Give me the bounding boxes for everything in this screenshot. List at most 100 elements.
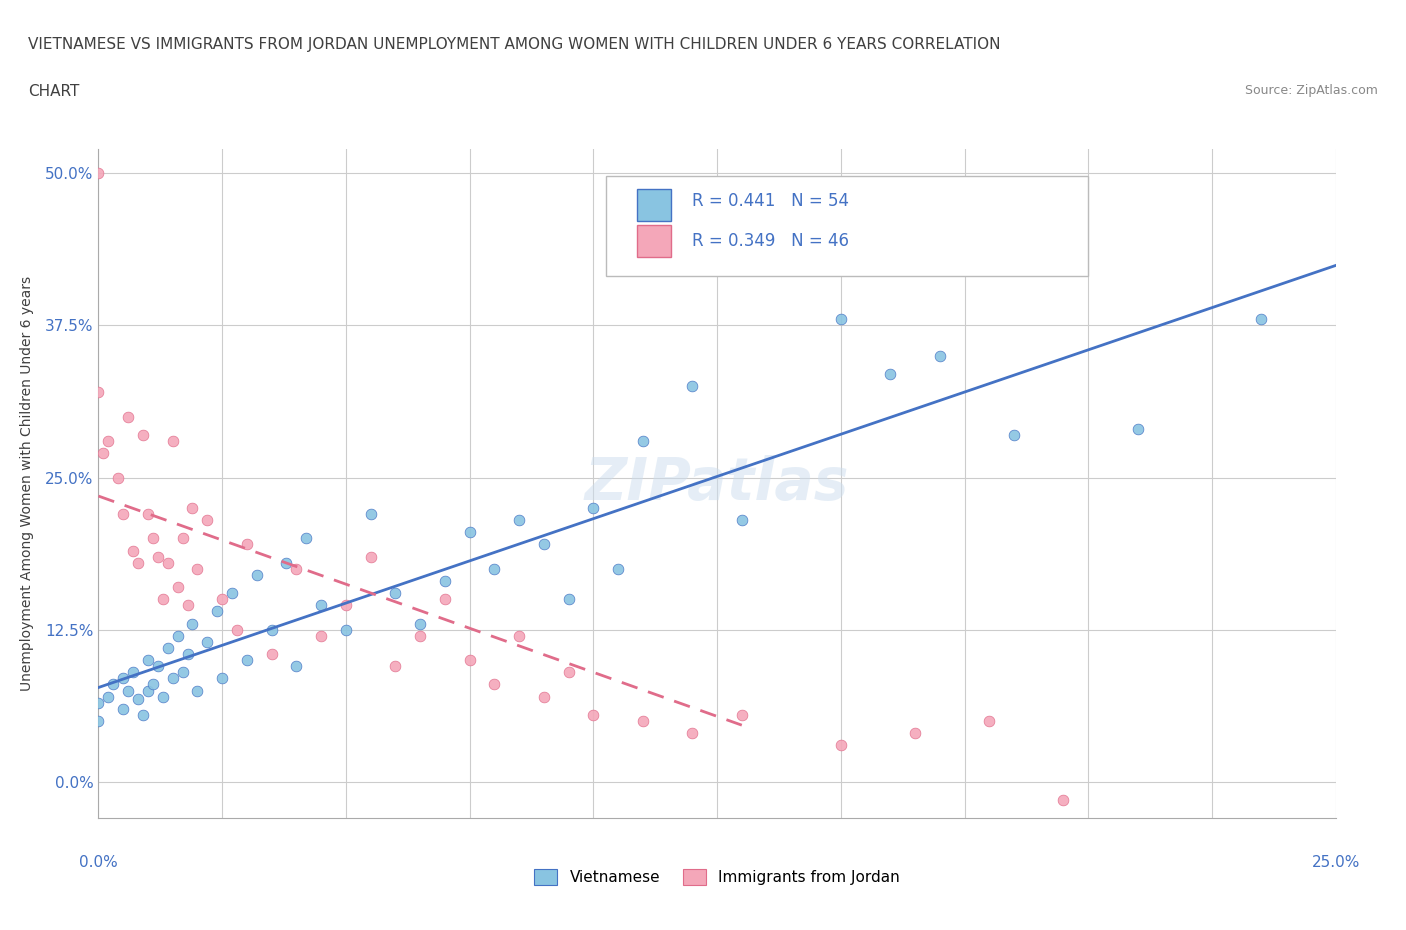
Point [533, 689, 555, 704]
Point [221, 586, 243, 601]
Point [979, 713, 1001, 728]
Point [582, 708, 605, 723]
Point [162, 671, 184, 685]
Point [195, 512, 218, 527]
Point [1002, 428, 1025, 443]
Point [508, 629, 530, 644]
Point [122, 665, 145, 680]
Point [122, 543, 145, 558]
Point [409, 617, 432, 631]
Point [508, 512, 530, 527]
Point [156, 555, 179, 570]
Point [458, 653, 481, 668]
Point [152, 591, 174, 606]
Point [830, 737, 852, 752]
Point [731, 512, 754, 527]
Point [631, 433, 654, 448]
Point [681, 725, 703, 740]
Text: R = 0.349   N = 46: R = 0.349 N = 46 [692, 232, 849, 250]
Point [409, 629, 432, 644]
Point [1126, 421, 1149, 436]
Point [87, 696, 110, 711]
Point [309, 598, 332, 613]
Point [97, 433, 120, 448]
Point [830, 312, 852, 326]
Point [136, 653, 159, 668]
Point [112, 701, 135, 716]
Point [260, 646, 283, 661]
Point [132, 428, 155, 443]
Point [205, 604, 228, 618]
Point [136, 684, 159, 698]
Point [236, 653, 259, 668]
Point [186, 562, 208, 577]
Point [384, 658, 406, 673]
Point [186, 684, 208, 698]
Point [295, 531, 318, 546]
Point [557, 665, 579, 680]
Text: ZIPatlas: ZIPatlas [585, 455, 849, 512]
Point [557, 591, 579, 606]
Point [142, 531, 165, 546]
Point [433, 591, 456, 606]
FancyBboxPatch shape [637, 225, 671, 258]
Point [631, 713, 654, 728]
Point [166, 629, 188, 644]
Point [681, 379, 703, 393]
Point [136, 507, 159, 522]
Point [87, 713, 110, 728]
Point [260, 622, 283, 637]
Point [226, 622, 249, 637]
Point [484, 562, 506, 577]
Point [152, 689, 174, 704]
Point [127, 555, 149, 570]
Point [127, 692, 149, 707]
Y-axis label: Unemployment Among Women with Children Under 6 years: Unemployment Among Women with Children U… [20, 276, 34, 691]
Point [384, 586, 406, 601]
Point [309, 629, 332, 644]
Point [87, 385, 110, 400]
Point [112, 671, 135, 685]
Point [142, 677, 165, 692]
Point [285, 562, 308, 577]
Point [146, 658, 169, 673]
Point [156, 641, 179, 656]
Point [117, 684, 139, 698]
Text: R = 0.441   N = 54: R = 0.441 N = 54 [692, 192, 849, 210]
Point [484, 677, 506, 692]
Point [181, 500, 204, 515]
FancyBboxPatch shape [606, 176, 1088, 276]
Point [87, 166, 110, 180]
Point [360, 507, 382, 522]
Text: Source: ZipAtlas.com: Source: ZipAtlas.com [1244, 84, 1378, 97]
Point [533, 537, 555, 551]
Point [928, 349, 950, 364]
Legend: Vietnamese, Immigrants from Jordan: Vietnamese, Immigrants from Jordan [529, 863, 905, 891]
Point [276, 555, 298, 570]
Point [176, 646, 198, 661]
Point [146, 550, 169, 565]
Point [1052, 792, 1074, 807]
Point [112, 507, 135, 522]
Text: 25.0%: 25.0% [1312, 855, 1360, 870]
Point [176, 598, 198, 613]
Point [582, 500, 605, 515]
Point [172, 665, 194, 680]
Point [93, 445, 115, 460]
Text: VIETNAMESE VS IMMIGRANTS FROM JORDAN UNEMPLOYMENT AMONG WOMEN WITH CHILDREN UNDE: VIETNAMESE VS IMMIGRANTS FROM JORDAN UNE… [28, 37, 1001, 52]
Point [117, 409, 139, 424]
Point [195, 634, 218, 649]
Point [103, 677, 125, 692]
Point [107, 470, 129, 485]
Point [879, 366, 901, 381]
Point [335, 598, 357, 613]
Point [236, 537, 259, 551]
Point [172, 531, 194, 546]
Point [211, 591, 233, 606]
Point [285, 658, 308, 673]
Point [360, 550, 382, 565]
Point [731, 708, 754, 723]
Text: 0.0%: 0.0% [79, 855, 118, 870]
Point [132, 708, 155, 723]
FancyBboxPatch shape [637, 189, 671, 221]
